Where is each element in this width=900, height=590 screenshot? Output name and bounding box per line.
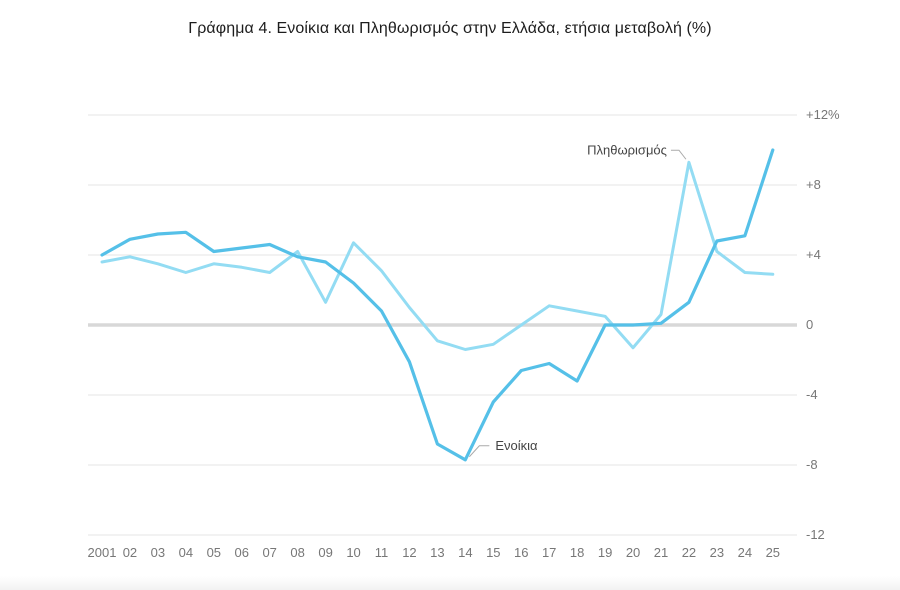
series-label-inflation: Πληθωρισμός — [587, 142, 667, 157]
x-tick-label: 14 — [458, 545, 472, 560]
bottom-shadow — [0, 576, 900, 590]
x-tick-label: 06 — [235, 545, 249, 560]
x-tick-label: 07 — [262, 545, 276, 560]
x-tick-label: 09 — [318, 545, 332, 560]
x-tick-label: 25 — [766, 545, 780, 560]
x-tick-label: 02 — [123, 545, 137, 560]
x-tick-label: 12 — [402, 545, 416, 560]
x-tick-label: 21 — [654, 545, 668, 560]
x-tick-label: 18 — [570, 545, 584, 560]
x-tick-label: 19 — [598, 545, 612, 560]
chart-title: Γράφημα 4. Ενοίκια και Πληθωρισμός στην … — [188, 20, 712, 37]
series-lines — [100, 148, 775, 462]
x-tick-label: 15 — [486, 545, 500, 560]
series-label-rents: Ενοίκια — [495, 438, 538, 453]
y-tick-label: -12 — [806, 527, 825, 542]
series-line-inflation — [100, 160, 775, 351]
x-tick-label: 08 — [290, 545, 304, 560]
gridlines — [88, 114, 797, 536]
series-line-rents — [100, 148, 775, 462]
x-tick-label: 04 — [179, 545, 193, 560]
x-tick-label: 20 — [626, 545, 640, 560]
inflation-leader-line — [670, 149, 687, 160]
x-tick-label: 22 — [682, 545, 696, 560]
x-tick-label: 16 — [514, 545, 528, 560]
x-tick-label: 03 — [151, 545, 165, 560]
y-tick-label: -8 — [806, 457, 818, 472]
x-tick-label: 23 — [710, 545, 724, 560]
y-tick-label: +12% — [806, 107, 840, 122]
x-tick-label: 24 — [738, 545, 752, 560]
y-tick-label: +4 — [806, 247, 821, 262]
x-tick-label: 05 — [207, 545, 221, 560]
y-tick-label: -4 — [806, 387, 818, 402]
x-tick-label: 13 — [430, 545, 444, 560]
x-tick-label: 10 — [346, 545, 360, 560]
y-tick-label: 0 — [806, 317, 813, 332]
x-tick-label: 2001 — [88, 545, 117, 560]
y-tick-label: +8 — [806, 177, 821, 192]
rents-leader-line — [468, 445, 490, 458]
x-tick-label: 11 — [375, 545, 389, 560]
series-labels: Ενοίκια Πληθωρισμός — [468, 142, 687, 458]
x-tick-label: 17 — [542, 545, 556, 560]
axis-ticks: +12% +8 +4 0 -4 -8 -12 2001 02 03 04 05 06 07 08 09 10 11… — [88, 107, 841, 560]
